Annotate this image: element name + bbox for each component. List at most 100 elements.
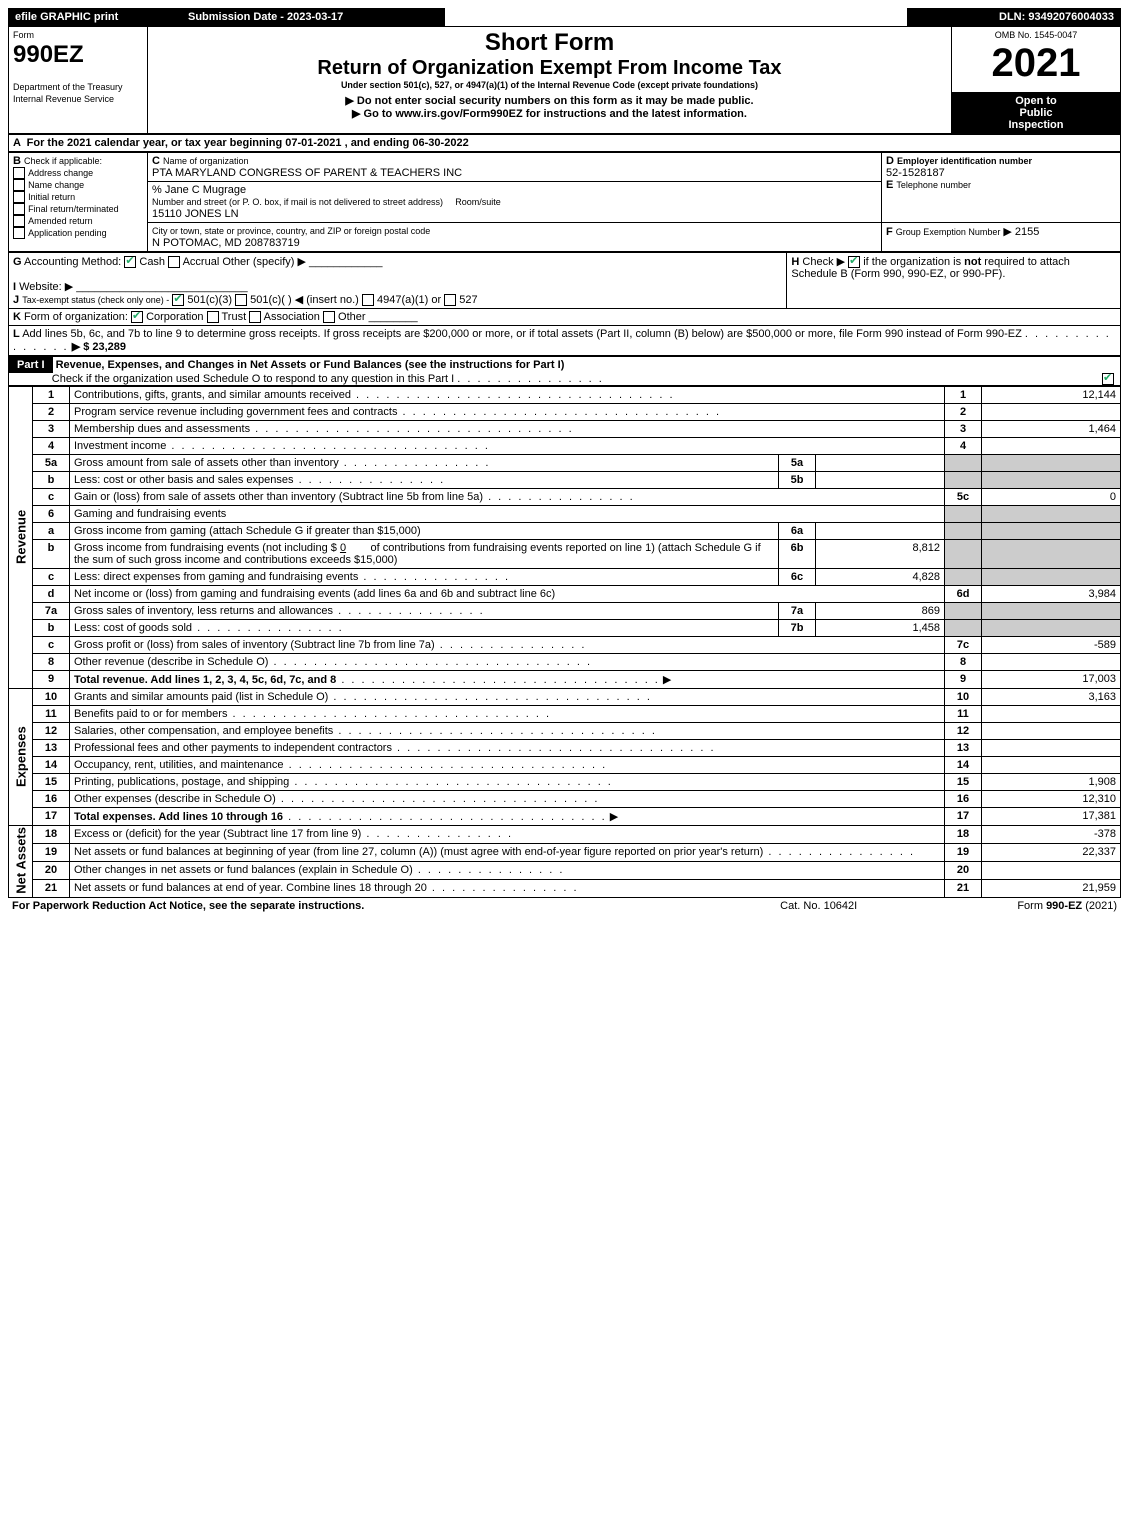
b-label: Check if applicable: [24,156,102,166]
line-7a-sub: 869 [816,602,945,619]
line-7c-desc: Gross profit or (loss) from sales of inv… [74,639,435,651]
line-19-desc: Net assets or fund balances at beginning… [74,846,763,858]
line-4-amt [982,437,1121,454]
section-a: A For the 2021 calendar year, or tax yea… [9,134,1121,151]
footer-right: Form 990-EZ (2021) [904,898,1121,914]
line-5a-desc: Gross amount from sale of assets other t… [74,457,339,469]
line-6b-sub: 8,812 [816,539,945,568]
4947-checkbox[interactable] [362,294,374,306]
line-13-amt [982,739,1121,756]
trust-checkbox[interactable] [207,311,219,323]
line-14-desc: Occupancy, rent, utilities, and maintena… [74,759,284,771]
line-2-desc: Program service revenue including govern… [74,406,397,418]
line-3-desc: Membership dues and assessments [74,423,250,435]
instructions-link[interactable]: ▶ Go to www.irs.gov/Form990EZ for instru… [152,107,947,120]
omb-number: OMB No. 1545-0047 [995,30,1078,40]
line-20-amt [982,861,1121,879]
accrual-checkbox[interactable] [168,256,180,268]
k-label: Form of organization: [24,311,128,323]
address-change-checkbox[interactable] [13,167,25,179]
revenue-side-label: Revenue [9,386,33,688]
part1-title: Revenue, Expenses, and Changes in Net As… [56,359,565,371]
527-checkbox[interactable] [444,294,456,306]
line-5c-desc: Gain or (loss) from sale of assets other… [74,491,483,503]
street-label: Number and street (or P. O. box, if mail… [152,197,443,207]
assoc-checkbox[interactable] [249,311,261,323]
f-label: Group Exemption Number [896,227,1001,237]
line-3-amt: 1,464 [982,420,1121,437]
e-label: Telephone number [896,180,971,190]
line-21-desc: Net assets or fund balances at end of ye… [74,882,427,894]
line-7a-desc: Gross sales of inventory, less returns a… [74,605,333,617]
h-text: Check ▶ if the organization is not requi… [791,256,1070,280]
schedule-b-checkbox[interactable] [848,256,860,268]
line-16-amt: 12,310 [982,790,1121,807]
footer-mid: Cat. No. 10642I [733,898,904,914]
ghijkl-block: G Accounting Method: Cash Accrual Other … [8,252,1121,356]
line-10-desc: Grants and similar amounts paid (list in… [74,691,328,703]
line-7c-amt: -589 [982,636,1121,653]
street: 15110 JONES LN [152,208,239,220]
corp-checkbox[interactable] [131,311,143,323]
line-5b-desc: Less: cost or other basis and sales expe… [74,474,294,486]
dept-label: Department of the Treasury Internal Reve… [13,82,123,104]
footer-left: For Paperwork Reduction Act Notice, see … [8,898,733,914]
title-return: Return of Organization Exempt From Incom… [152,57,947,80]
application-pending-checkbox[interactable] [13,227,25,239]
identity-block: B Check if applicable: Address change Na… [8,152,1121,252]
line-17-amt: 17,381 [982,807,1121,825]
line-20-desc: Other changes in net assets or fund bala… [74,864,413,876]
line-6a-desc: Gross income from gaming (attach Schedul… [74,525,421,537]
line-18-desc: Excess or (deficit) for the year (Subtra… [74,828,361,840]
line-11-amt [982,705,1121,722]
efile-print-button[interactable]: efile GRAPHIC print [9,9,182,26]
amended-return-checkbox[interactable] [13,215,25,227]
gross-receipts: ▶ $ 23,289 [72,341,126,353]
cash-checkbox[interactable] [124,256,136,268]
line-11-desc: Benefits paid to or for members [74,708,227,720]
other-org-checkbox[interactable] [323,311,335,323]
j-label: Tax-exempt status (check only one) - [22,295,169,305]
ein: 52-1528187 [886,167,945,179]
line-6d-amt: 3,984 [982,585,1121,602]
line-8-desc: Other revenue (describe in Schedule O) [74,656,268,668]
schedule-o-checkbox[interactable] [1102,373,1114,385]
g-label: Accounting Method: [24,256,121,268]
line-6-desc: Gaming and fundraising events [70,505,945,522]
line-10-amt: 3,163 [982,688,1121,705]
name-change-checkbox[interactable] [13,179,25,191]
l-text: Add lines 5b, 6c, and 7b to line 9 to de… [22,328,1022,340]
line-6a-sub [816,522,945,539]
final-return-checkbox[interactable] [13,203,25,215]
line-6c-sub: 4,828 [816,568,945,585]
line-17-desc: Total expenses. Add lines 10 through 16 [74,811,283,823]
line-1-desc: Contributions, gifts, grants, and simila… [74,389,351,401]
c-name-label: Name of organization [163,156,249,166]
line-19-amt: 22,337 [982,843,1121,861]
ssn-warning: ▶ Do not enter social security numbers o… [152,94,947,107]
page-footer: For Paperwork Reduction Act Notice, see … [8,898,1121,914]
line-12-amt [982,722,1121,739]
line-7b-sub: 1,458 [816,619,945,636]
org-name: PTA MARYLAND CONGRESS OF PARENT & TEACHE… [152,167,462,179]
line-8-amt [982,653,1121,670]
dln: DLN: 93492076004033 [908,9,1121,26]
submission-date: Submission Date - 2023-03-17 [182,9,445,26]
501c-checkbox[interactable] [235,294,247,306]
501c3-checkbox[interactable] [172,294,184,306]
line-12-desc: Salaries, other compensation, and employ… [74,725,333,737]
line-6c-desc: Less: direct expenses from gaming and fu… [74,571,358,583]
d-label: Employer identification number [897,156,1032,166]
top-bar: efile GRAPHIC print Submission Date - 20… [8,8,1121,26]
line-1-amt: 12,144 [982,386,1121,403]
expenses-side-label: Expenses [9,688,33,825]
line-5c-amt: 0 [982,488,1121,505]
city: N POTOMAC, MD 208783719 [152,237,300,249]
group-exemption: ▶ 2155 [1003,226,1039,238]
part1-table: Revenue 1 Contributions, gifts, grants, … [8,386,1121,898]
initial-return-checkbox[interactable] [13,191,25,203]
line-9-amt: 17,003 [982,670,1121,688]
part1-check-text: Check if the organization used Schedule … [52,373,454,385]
part1-label: Part I [9,357,53,373]
line-16-desc: Other expenses (describe in Schedule O) [74,793,276,805]
